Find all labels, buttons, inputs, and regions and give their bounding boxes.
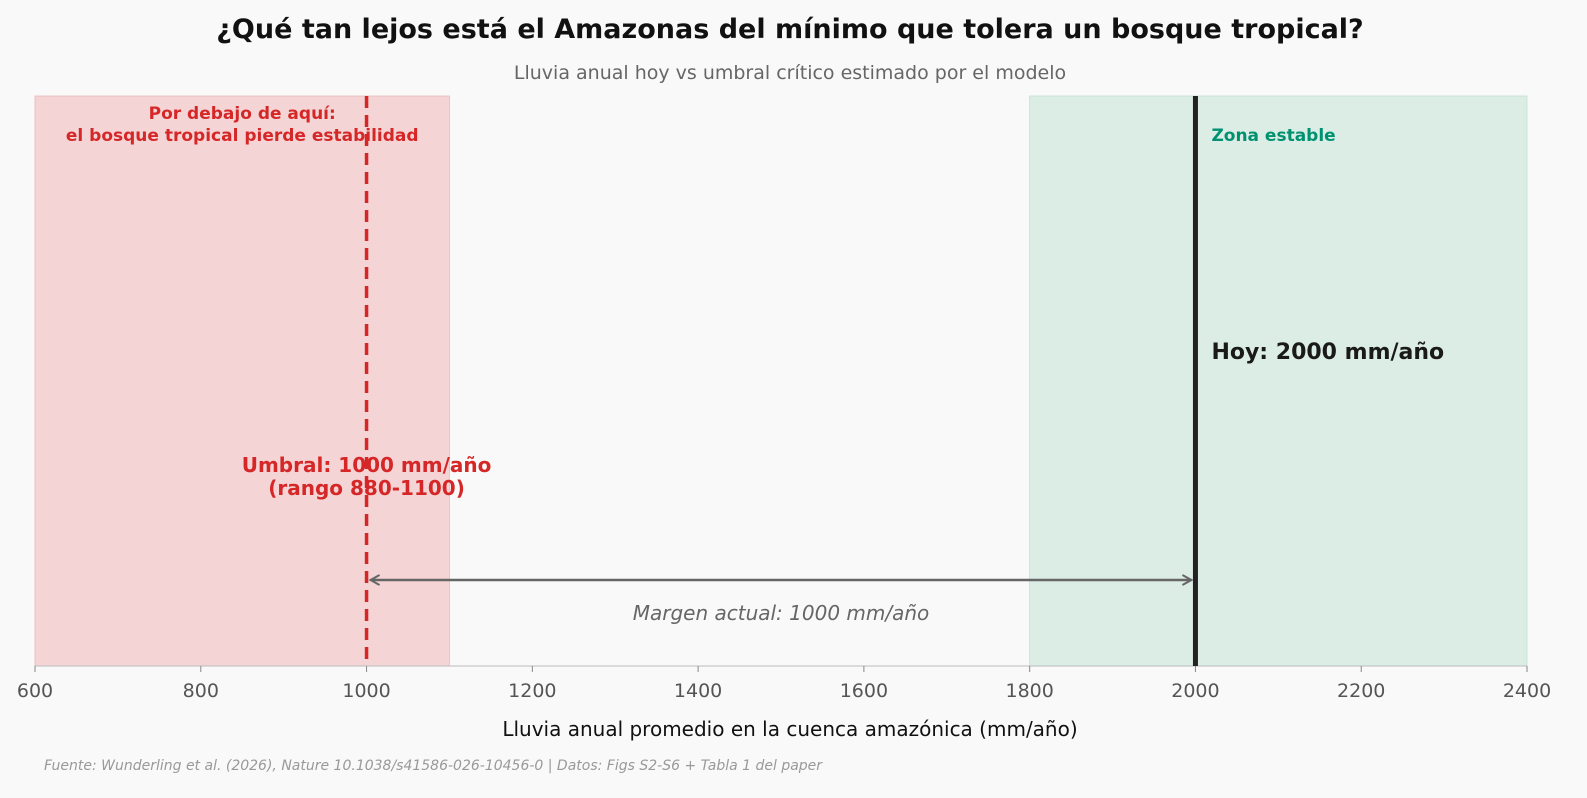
today-label: Hoy: 2000 mm/año (1211, 340, 1444, 365)
x-axis-label: Lluvia anual promedio en la cuenca amazó… (502, 717, 1077, 741)
danger-zone-label-line2: el bosque tropical pierde estabilidad (66, 126, 419, 146)
chart-title: ¿Qué tan lejos está el Amazonas del míni… (216, 14, 1363, 45)
danger-zone-label-line1: Por debajo de aquí: (149, 104, 336, 124)
x-tick-label: 2400 (1503, 680, 1551, 702)
x-tick-label: 2000 (1171, 680, 1219, 702)
x-tick-label: 1600 (840, 680, 888, 702)
x-tick-label: 1800 (1005, 680, 1053, 702)
stable-zone-label: Zona estable (1211, 126, 1335, 146)
source-footer: Fuente: Wunderling et al. (2026), Nature… (44, 758, 823, 774)
x-tick-label: 1400 (674, 680, 722, 702)
danger-zone (34, 95, 450, 667)
plot-area: Por debajo de aquí: el bosque tropical p… (34, 95, 1528, 667)
x-tick-label: 600 (17, 680, 53, 702)
x-tick-label: 1200 (508, 680, 556, 702)
threshold-label-line2: (rango 880-1100) (268, 476, 465, 500)
chart-subtitle: Lluvia anual hoy vs umbral crítico estim… (514, 62, 1066, 84)
margin-label: Margen actual: 1000 mm/año (633, 601, 930, 625)
x-tick-label: 1000 (342, 680, 390, 702)
x-axis-ticks: 600 800 1000 1200 1400 1600 1800 2000 2200 2400 (17, 666, 1551, 702)
x-tick-label: 2200 (1337, 680, 1385, 702)
x-tick-label: 800 (183, 680, 219, 702)
stable-zone (1029, 95, 1528, 667)
threshold-label-line1: Umbral: 1000 mm/año (242, 453, 492, 477)
